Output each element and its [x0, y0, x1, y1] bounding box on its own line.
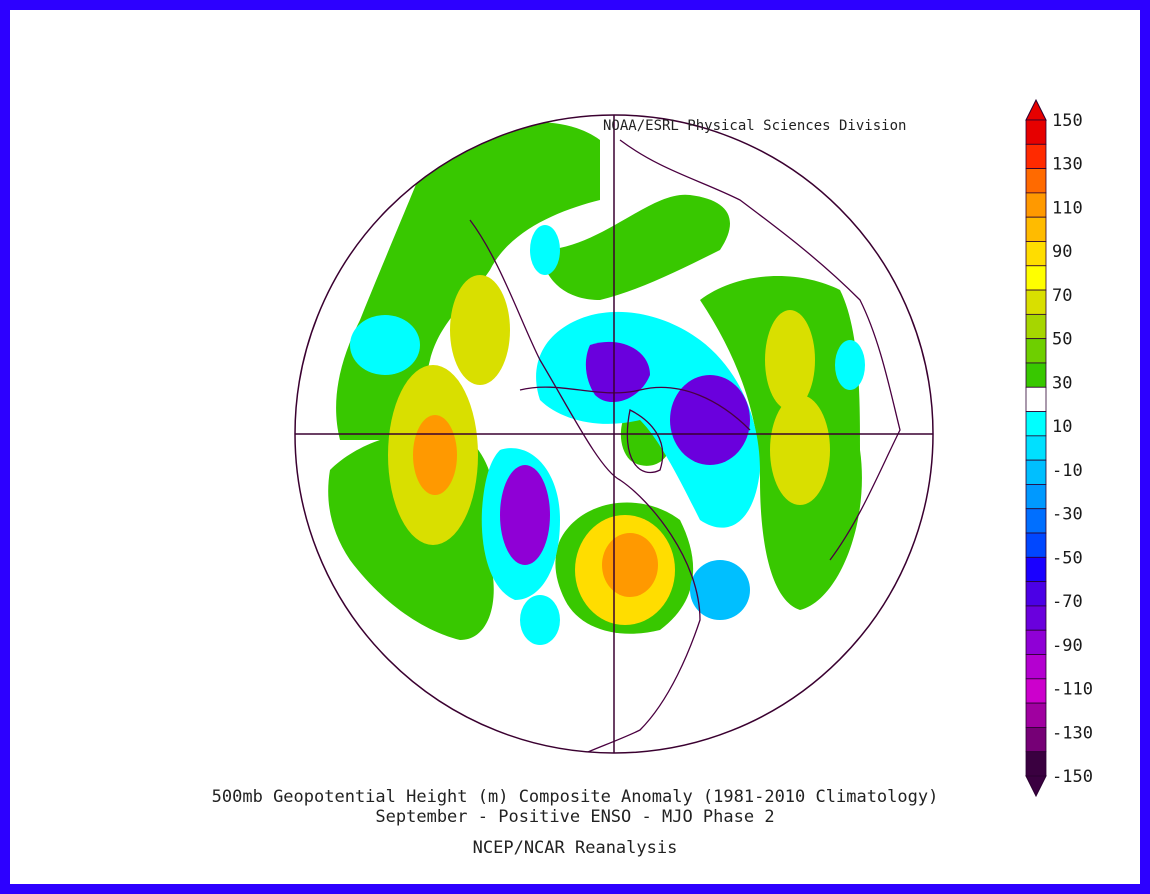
colorbar-swatch [1026, 679, 1046, 703]
colorbar-tick-label: -90 [1052, 636, 1083, 656]
colorbar-swatch [1026, 630, 1046, 654]
colorbar-tick-label: -110 [1052, 680, 1093, 700]
colorbar-swatch [1026, 484, 1046, 508]
colorbar-swatch [1026, 460, 1046, 484]
colorbar-swatch [1026, 314, 1046, 338]
colorbar-tick-label: 150 [1052, 111, 1083, 131]
anomaly-blue-npac [350, 315, 420, 375]
colorbar-tick-label: 30 [1052, 373, 1072, 393]
colorbar-max-arrow [1026, 100, 1046, 120]
colorbar-swatch [1026, 339, 1046, 363]
colorbar-tick-label: -70 [1052, 592, 1083, 612]
colorbar-tick-label: 50 [1052, 330, 1072, 350]
data-source: NCEP/NCAR Reanalysis [0, 838, 1150, 858]
colorbar-swatch [1026, 606, 1046, 630]
colorbar-swatch [1026, 703, 1046, 727]
colorbar-tick-label: -130 [1052, 723, 1093, 743]
colorbar-swatch [1026, 582, 1046, 606]
anomaly-purple-siberia [670, 375, 750, 465]
colorbar-tick-label: -150 [1052, 767, 1093, 787]
colorbar-swatch [1026, 290, 1046, 314]
anomaly-blue-npac2 [530, 225, 560, 275]
colorbar-swatch [1026, 169, 1046, 193]
colorbar-swatch [1026, 727, 1046, 751]
colorbar-swatch [1026, 533, 1046, 557]
chart-title-line2: September - Positive ENSO - MJO Phase 2 [0, 807, 1150, 827]
colorbar-swatch [1026, 509, 1046, 533]
anomaly-orange-canada [602, 533, 658, 597]
anomaly-yellow-alaska [450, 275, 510, 385]
colorbar-tick-label: 130 [1052, 155, 1083, 175]
colorbar-swatch [1026, 266, 1046, 290]
anomaly-blue-euro [835, 340, 865, 390]
colorbar-swatch [1026, 144, 1046, 168]
colorbar-tick-label: 110 [1052, 198, 1083, 218]
colorbar-swatch [1026, 436, 1046, 460]
colorbar-swatch [1026, 193, 1046, 217]
colorbar-tick-label: 70 [1052, 286, 1072, 306]
colorbar-swatch [1026, 387, 1046, 411]
anomaly-yellow-europe [770, 395, 830, 505]
anomaly-orange-pacific [413, 415, 457, 495]
anomaly-purple-bering [500, 465, 550, 565]
chart-title-line1: 500mb Geopotential Height (m) Composite … [0, 787, 1150, 807]
colorbar-tick-label: 10 [1052, 417, 1072, 437]
colorbar: 150 130 110 90 70 50 30 10 -10 -30 -50 -70 -90 -110 -1… [1026, 100, 1093, 796]
colorbar-swatch [1026, 655, 1046, 679]
colorbar-tick-label: -50 [1052, 548, 1083, 568]
colorbar-tick-label: 90 [1052, 242, 1072, 262]
colorbar-swatch [1026, 241, 1046, 265]
colorbar-swatch [1026, 412, 1046, 436]
colorbar-swatch [1026, 557, 1046, 581]
anomaly-yellow-scand [765, 310, 815, 410]
colorbar-swatch [1026, 120, 1046, 144]
colorbar-swatch [1026, 363, 1046, 387]
anomaly-blue-atlantic [690, 560, 750, 620]
colorbar-tick-label: -30 [1052, 505, 1083, 525]
colorbar-tick-label: -10 [1052, 461, 1083, 481]
credit-text: NOAA/ESRL Physical Sciences Division [603, 118, 906, 134]
colorbar-swatch [1026, 217, 1046, 241]
anomaly-blue-pacific-low [520, 595, 560, 645]
colorbar-swatch [1026, 752, 1046, 776]
